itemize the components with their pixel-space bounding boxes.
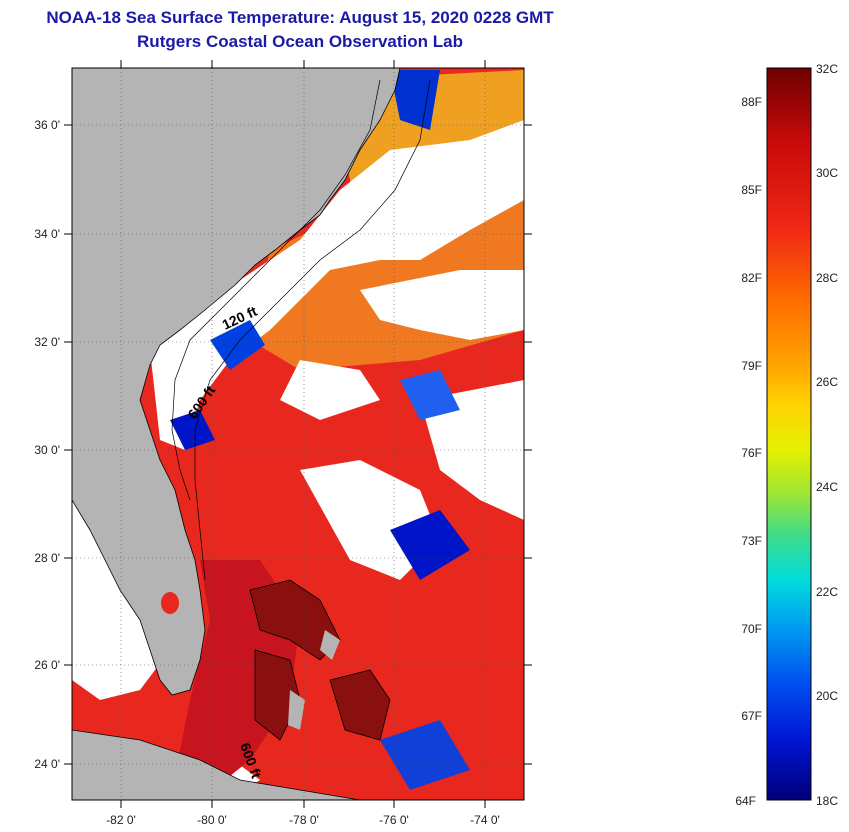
lat-label: 24 0' [34, 757, 60, 771]
map-subtitle: Rutgers Coastal Ocean Observation Lab [137, 32, 463, 51]
cloud-patch-1 [360, 270, 524, 340]
cloud-patch-2 [280, 360, 380, 420]
cold-patch [380, 720, 470, 790]
fahrenheit-label: 76F [741, 446, 762, 460]
map-canvas [72, 68, 524, 800]
lon-label: -78 0' [289, 813, 319, 827]
contour-120ft [171, 79, 381, 501]
fahrenheit-label: 88F [741, 95, 762, 109]
bahamas-island [288, 690, 305, 730]
latitude-labels: 36 0' 34 0' 32 0' 30 0' 28 0' 26 0' 24 0… [34, 118, 60, 771]
lat-label: 36 0' [34, 118, 60, 132]
map-ticks [64, 60, 532, 808]
land-cuba [72, 729, 361, 800]
land-mainland [72, 68, 401, 696]
bahamas-island [320, 630, 340, 660]
map-grid [72, 68, 524, 800]
colorbar: 32C 30C 28C 26C 24C 22C 20C 18C 88F 85F … [735, 62, 838, 808]
lat-label: 28 0' [34, 551, 60, 565]
fahrenheit-label: 73F [741, 534, 762, 548]
lat-label: 34 0' [34, 227, 60, 241]
celsius-label: 20C [816, 689, 838, 703]
celsius-label: 30C [816, 166, 838, 180]
map-frame [71, 67, 525, 801]
lat-label: 26 0' [34, 658, 60, 672]
longitude-labels: -82 0' -80 0' -78 0' -76 0' -74 0' [106, 813, 500, 827]
celsius-label: 28C [816, 271, 838, 285]
bahamas-bank [329, 669, 391, 741]
lake-okeechobee [161, 592, 179, 614]
cold-patch [390, 70, 440, 130]
cloud-band-north [150, 120, 524, 450]
lon-label: -80 0' [197, 813, 227, 827]
celsius-label: 22C [816, 585, 838, 599]
lat-label: 30 0' [34, 443, 60, 457]
lon-label: -76 0' [379, 813, 409, 827]
contour-600ft [194, 79, 431, 581]
colorbar-gradient [766, 67, 812, 801]
cold-patch [390, 510, 470, 580]
fahrenheit-label: 85F [741, 183, 762, 197]
map-title: NOAA-18 Sea Surface Temperature: August … [46, 8, 554, 27]
colorbar-celsius-labels: 32C 30C 28C 26C 24C 22C 20C 18C [816, 62, 838, 808]
cold-patch [400, 370, 460, 420]
lon-label: -82 0' [106, 813, 136, 827]
celsius-label: 32C [816, 62, 838, 76]
cold-patch [170, 410, 215, 450]
celsius-label: 24C [816, 480, 838, 494]
fahrenheit-label: 70F [741, 622, 762, 636]
celsius-label: 18C [816, 794, 838, 808]
cold-patch [210, 320, 265, 370]
fahrenheit-label: 82F [741, 271, 762, 285]
lon-label: -74 0' [470, 813, 500, 827]
fahrenheit-label: 64F [735, 794, 756, 808]
fahrenheit-label: 79F [741, 359, 762, 373]
lat-label: 32 0' [34, 335, 60, 349]
fahrenheit-label: 67F [741, 709, 762, 723]
colorbar-fahrenheit-labels: 88F 85F 82F 79F 76F 73F 70F 67F 64F [735, 95, 762, 808]
celsius-label: 26C [816, 375, 838, 389]
